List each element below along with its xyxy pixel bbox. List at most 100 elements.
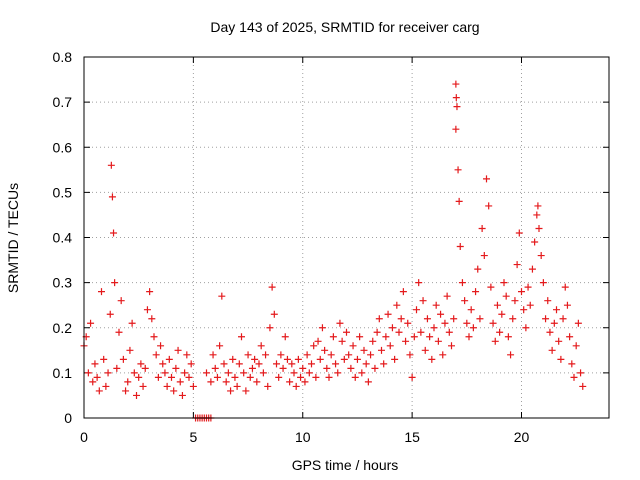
data-point <box>454 166 462 174</box>
data-point <box>159 360 167 368</box>
data-point <box>301 378 309 386</box>
data-point <box>150 333 158 341</box>
data-point <box>297 373 305 381</box>
data-point <box>448 342 455 350</box>
chart-title: Day 143 of 2025, SRMTID for receiver car… <box>210 19 479 35</box>
data-point <box>154 373 162 381</box>
data-point <box>474 265 482 273</box>
data-point <box>209 351 217 359</box>
data-point <box>336 319 344 327</box>
data-point <box>100 355 108 363</box>
data-point <box>218 292 226 300</box>
data-point <box>183 351 191 359</box>
data-point <box>417 328 425 336</box>
data-point <box>428 355 436 363</box>
grid-lines <box>84 57 609 418</box>
data-point <box>347 364 355 372</box>
y-tick-label: 0.3 <box>53 275 73 291</box>
data-point <box>279 364 287 372</box>
data-point <box>426 333 434 341</box>
data-point <box>531 238 539 246</box>
data-point <box>288 360 296 368</box>
y-tick-label: 0.4 <box>53 230 73 246</box>
data-point <box>165 355 173 363</box>
data-point <box>312 373 320 381</box>
data-point <box>273 360 280 368</box>
data-point <box>574 319 582 327</box>
y-tick-label: 0.6 <box>53 139 73 155</box>
data-point <box>371 364 379 372</box>
x-axis-label: GPS time / hours <box>292 457 399 473</box>
data-point <box>178 391 186 399</box>
data-point <box>168 373 175 381</box>
data-point <box>172 364 180 372</box>
data-point <box>220 360 228 368</box>
data-point <box>117 297 125 305</box>
data-point <box>568 360 576 368</box>
data-point <box>465 333 473 341</box>
data-point <box>535 224 543 232</box>
data-point <box>222 378 230 386</box>
data-point <box>404 319 412 327</box>
data-point <box>242 387 250 395</box>
data-point <box>325 373 333 381</box>
data-point <box>413 306 420 314</box>
data-point <box>415 279 423 287</box>
data-point <box>305 369 313 377</box>
data-point <box>393 301 401 309</box>
x-tick-label: 10 <box>295 429 311 445</box>
data-point <box>386 342 394 350</box>
data-point <box>511 297 519 305</box>
data-point <box>534 202 542 210</box>
data-point <box>189 382 197 390</box>
data-point <box>122 387 130 395</box>
data-point <box>489 319 497 327</box>
data-point <box>119 355 127 363</box>
data-point <box>84 369 92 377</box>
data-point <box>485 202 493 210</box>
data-point <box>211 364 219 372</box>
data-point <box>408 373 416 381</box>
data-point <box>559 315 567 323</box>
data-point <box>229 355 237 363</box>
data-point <box>441 319 449 327</box>
data-point <box>106 310 114 318</box>
data-point <box>292 382 300 390</box>
data-point <box>419 297 427 305</box>
data-point <box>124 378 132 386</box>
data-point <box>437 310 445 318</box>
data-point <box>231 373 239 381</box>
data-point <box>369 337 377 345</box>
data-point <box>148 315 156 323</box>
data-point <box>314 337 322 345</box>
data-point <box>455 197 463 205</box>
data-point <box>102 382 110 390</box>
y-tick-label: 0.1 <box>53 365 73 381</box>
data-point <box>141 364 149 372</box>
data-point <box>126 346 134 354</box>
data-point <box>213 373 221 381</box>
data-point <box>187 360 195 368</box>
data-point <box>391 355 399 363</box>
data-point <box>480 252 488 260</box>
data-point <box>294 355 302 363</box>
data-point <box>104 369 112 377</box>
data-point <box>248 364 256 372</box>
data-point <box>467 306 475 314</box>
data-point <box>244 351 252 359</box>
data-point <box>378 346 385 354</box>
data-point <box>98 288 105 296</box>
y-tick-label: 0 <box>64 410 72 426</box>
data-point <box>316 355 324 363</box>
data-point <box>487 283 495 291</box>
data-point <box>181 369 189 377</box>
data-point <box>423 315 431 323</box>
data-point <box>579 382 587 390</box>
data-point <box>107 161 115 169</box>
data-point <box>91 360 99 368</box>
data-point <box>553 306 560 314</box>
data-point <box>469 324 477 332</box>
data-point <box>133 391 140 399</box>
data-point <box>402 337 410 345</box>
data-point <box>539 279 547 287</box>
